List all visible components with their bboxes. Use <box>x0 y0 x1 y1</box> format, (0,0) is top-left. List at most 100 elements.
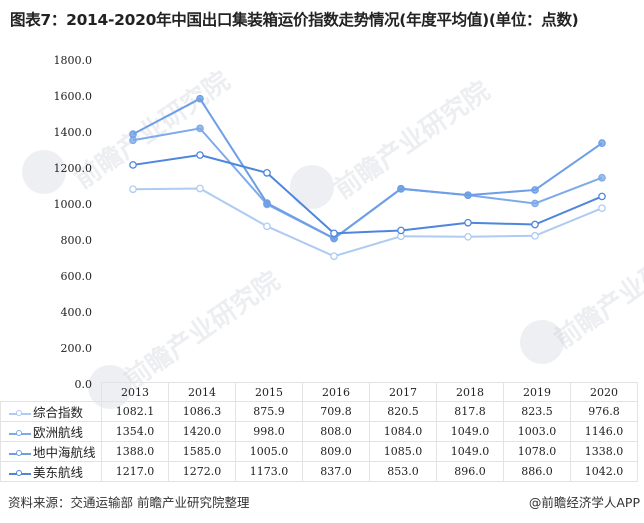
data-point-marker <box>598 139 606 148</box>
table-cell: 823.5 <box>503 401 571 422</box>
table-cell: 1272.0 <box>168 461 236 482</box>
y-tick-label: 1800.0 <box>54 54 93 67</box>
table-cell: 1085.0 <box>369 441 437 462</box>
table-cell: 1005.0 <box>235 441 303 462</box>
table-column-header: 2020 <box>570 382 638 402</box>
legend-line-marker-icon <box>9 409 31 419</box>
data-point-marker <box>263 222 271 231</box>
data-point-marker <box>464 232 472 241</box>
legend-label: 地中海航线 <box>33 445 96 460</box>
table-cell: 1388.0 <box>101 441 169 462</box>
y-tick-label: 1200.0 <box>54 162 93 175</box>
table-column-header: 2013 <box>101 382 169 402</box>
data-point-marker <box>129 130 137 139</box>
data-point-marker <box>531 186 539 194</box>
y-axis: 0.0 200.0 400.0 600.0 800.0 1000.0 1200.0 1400.… <box>54 54 93 391</box>
data-point-marker <box>598 173 606 182</box>
table-cell: 886.0 <box>503 461 571 482</box>
table-cell: 1003.0 <box>503 421 571 442</box>
data-point-marker <box>397 226 405 235</box>
legend-entry: 综合指数 <box>0 401 102 422</box>
legend-entry: 美东航线 <box>0 461 102 482</box>
y-tick-label: 0.0 <box>75 378 93 391</box>
y-tick-label: 1600.0 <box>54 90 93 103</box>
table-cell: 1338.0 <box>570 441 638 462</box>
table-column-header: 2015 <box>235 382 303 402</box>
table-cell: 820.5 <box>369 401 437 422</box>
series-line <box>129 94 606 243</box>
table-cell: 1420.0 <box>168 421 236 442</box>
source-note: 资料来源：交通运输部 前瞻产业研究院整理 <box>8 495 250 510</box>
table-column-header: 2019 <box>503 382 571 402</box>
credit-note: @前瞻经济学人APP <box>528 495 640 510</box>
chart-title: 图表7：2014-2020年中国出口集装箱运价指数走势情况(年度平均值)(单位：… <box>10 11 579 29</box>
legend-label: 欧洲航线 <box>33 425 84 440</box>
table-cell: 1173.0 <box>235 461 303 482</box>
legend-label: 美东航线 <box>33 465 84 480</box>
table-cell: 809.0 <box>302 441 370 462</box>
data-point-marker <box>263 169 271 177</box>
data-point-marker <box>263 199 271 207</box>
table-cell: 837.0 <box>302 461 370 482</box>
table-cell: 976.8 <box>570 401 638 422</box>
data-point-marker <box>531 220 539 229</box>
data-point-marker <box>196 151 204 159</box>
plot-lines <box>129 94 606 261</box>
legend-line-marker-icon <box>9 429 31 439</box>
table-row: 地中海航线 1388.0 1585.0 1005.0 809.0 1085.0 1049.0… <box>0 441 638 462</box>
table-cell: 709.8 <box>302 401 370 422</box>
y-tick-label: 800.0 <box>61 234 93 247</box>
table-header-row: 2013 2014 2015 2016 2017 2018 2019 2020 <box>1 382 638 402</box>
table-cell: 853.0 <box>369 461 437 482</box>
data-point-marker <box>598 204 606 213</box>
table-cell: 1042.0 <box>570 461 638 482</box>
data-point-marker <box>598 192 606 201</box>
legend-label: 综合指数 <box>33 405 84 420</box>
table-column-header: 2018 <box>436 382 504 402</box>
legend-line-marker-icon <box>9 469 31 479</box>
data-point-marker <box>531 199 539 208</box>
y-tick-label: 1000.0 <box>54 198 93 211</box>
table-cell: 1049.0 <box>436 421 504 442</box>
table-cell: 1585.0 <box>168 441 236 462</box>
data-point-marker <box>464 191 472 200</box>
table-row: 综合指数 1082.1 1086.3 875.9 709.8 820.5 817.8 823.… <box>0 401 638 422</box>
data-point-marker <box>531 231 539 240</box>
data-table: 2013 2014 2015 2016 2017 2018 2019 2020 综合指数 1082… <box>0 382 638 482</box>
table-cell: 1082.1 <box>101 401 169 422</box>
series-line <box>129 151 606 238</box>
y-tick-label: 200.0 <box>61 342 93 355</box>
table-column-header: 2016 <box>302 382 370 402</box>
legend-line-marker-icon <box>9 449 31 459</box>
table-cell: 896.0 <box>436 461 504 482</box>
table-cell: 1354.0 <box>101 421 169 442</box>
legend-entry: 欧洲航线 <box>0 421 102 442</box>
table-row: 美东航线 1217.0 1272.0 1173.0 837.0 853.0 896.0 886… <box>0 461 638 482</box>
table-cell: 817.8 <box>436 401 504 422</box>
data-point-marker <box>397 184 405 193</box>
table-cell: 875.9 <box>235 401 303 422</box>
data-point-marker <box>330 252 338 261</box>
data-point-marker <box>196 124 204 133</box>
series-line <box>129 184 606 261</box>
table-cell: 1086.3 <box>168 401 236 422</box>
table-cell: 998.0 <box>235 421 303 442</box>
data-point-marker <box>129 136 137 145</box>
data-point-marker <box>330 229 338 238</box>
data-point-marker <box>196 94 204 103</box>
y-tick-label: 400.0 <box>61 306 93 319</box>
table-column-header: 2017 <box>369 382 437 402</box>
data-point-marker <box>196 184 204 193</box>
data-point-marker <box>129 185 137 194</box>
legend-entry: 地中海航线 <box>0 441 102 462</box>
table-cell: 1084.0 <box>369 421 437 442</box>
y-tick-label: 1400.0 <box>54 126 93 139</box>
table-cell: 1078.0 <box>503 441 571 462</box>
data-point-marker <box>129 161 137 169</box>
data-point-marker <box>464 218 472 227</box>
table-cell: 808.0 <box>302 421 370 442</box>
table-cell: 1049.0 <box>436 441 504 462</box>
table-row: 欧洲航线 1354.0 1420.0 998.0 808.0 1084.0 1049.0 10… <box>0 421 638 442</box>
y-tick-label: 600.0 <box>61 270 93 283</box>
